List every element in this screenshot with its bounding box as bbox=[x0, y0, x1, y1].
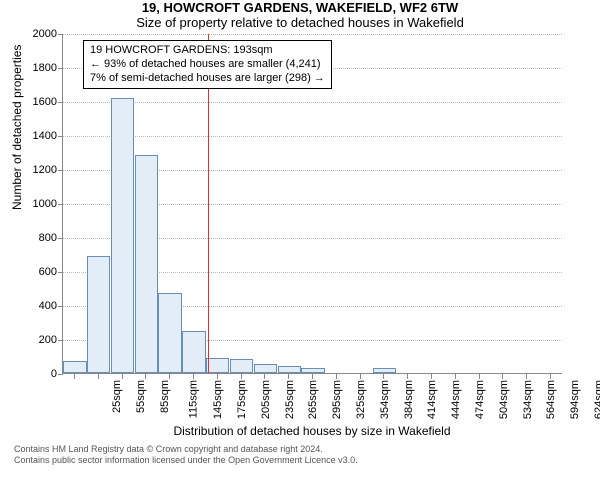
annotation-line-2: ← 93% of detached houses are smaller (4,… bbox=[90, 58, 325, 72]
annotation-line-1: 19 HOWCROFT GARDENS: 193sqm bbox=[90, 44, 325, 58]
x-tick-mark bbox=[288, 374, 289, 379]
histogram-bar bbox=[87, 256, 110, 373]
histogram-bar bbox=[111, 98, 134, 373]
x-tick-mark bbox=[502, 374, 503, 379]
histogram-bar bbox=[63, 361, 86, 373]
x-tick-mark bbox=[122, 374, 123, 379]
histogram-bar bbox=[230, 359, 253, 373]
histogram-bar bbox=[373, 368, 396, 373]
footer: Contains HM Land Registry data © Crown c… bbox=[14, 444, 600, 466]
footer-line-1: Contains HM Land Registry data © Crown c… bbox=[14, 444, 600, 455]
x-tick-label: 85sqm bbox=[159, 380, 171, 413]
y-tick-label: 1600 bbox=[17, 96, 57, 108]
y-tick-mark bbox=[58, 306, 63, 307]
histogram-bar bbox=[254, 364, 277, 373]
x-tick-label: 384sqm bbox=[403, 380, 415, 419]
y-tick-label: 800 bbox=[17, 232, 57, 244]
histogram-bar bbox=[301, 368, 324, 373]
y-tick-mark bbox=[58, 136, 63, 137]
chart-container: 19, HOWCROFT GARDENS, WAKEFIELD, WF2 6TW… bbox=[0, 0, 600, 500]
x-tick-mark bbox=[98, 374, 99, 379]
y-tick-mark bbox=[58, 238, 63, 239]
x-tick-label: 235sqm bbox=[284, 380, 296, 419]
x-tick-label: 175sqm bbox=[236, 380, 248, 419]
x-tick-label: 55sqm bbox=[135, 380, 147, 413]
x-tick-label: 594sqm bbox=[569, 380, 581, 419]
y-tick-label: 0 bbox=[17, 368, 57, 380]
y-tick-label: 200 bbox=[17, 334, 57, 346]
annotation-box: 19 HOWCROFT GARDENS: 193sqm ← 93% of det… bbox=[83, 40, 332, 89]
histogram-bar bbox=[158, 293, 181, 373]
y-tick-label: 1200 bbox=[17, 164, 57, 176]
x-tick-label: 205sqm bbox=[260, 380, 272, 419]
y-tick-mark bbox=[58, 102, 63, 103]
y-tick-mark bbox=[58, 68, 63, 69]
x-tick-label: 534sqm bbox=[522, 380, 534, 419]
y-tick-mark bbox=[58, 374, 63, 375]
x-tick-mark bbox=[407, 374, 408, 379]
y-tick-mark bbox=[58, 272, 63, 273]
y-tick-mark bbox=[58, 34, 63, 35]
x-tick-label: 414sqm bbox=[427, 380, 439, 419]
y-tick-label: 400 bbox=[17, 300, 57, 312]
x-tick-mark bbox=[169, 374, 170, 379]
x-tick-mark bbox=[526, 374, 527, 379]
x-tick-label: 25sqm bbox=[111, 380, 123, 413]
chart-title: 19, HOWCROFT GARDENS, WAKEFIELD, WF2 6TW bbox=[0, 0, 600, 15]
x-tick-label: 624sqm bbox=[593, 380, 600, 419]
y-tick-label: 2000 bbox=[17, 28, 57, 40]
x-tick-label: 295sqm bbox=[331, 380, 343, 419]
gridline bbox=[63, 102, 562, 103]
gridline bbox=[63, 34, 562, 35]
y-tick-mark bbox=[58, 170, 63, 171]
histogram-bar bbox=[278, 366, 301, 373]
annotation-line-3: 7% of semi-detached houses are larger (2… bbox=[90, 72, 325, 86]
y-tick-mark bbox=[58, 340, 63, 341]
y-tick-label: 600 bbox=[17, 266, 57, 278]
x-tick-mark bbox=[455, 374, 456, 379]
chart-area: 0200400600800100012001400160018002000 19… bbox=[62, 34, 600, 374]
histogram-bar bbox=[182, 331, 205, 374]
x-tick-label: 354sqm bbox=[379, 380, 391, 419]
x-tick-label: 265sqm bbox=[308, 380, 320, 419]
x-tick-mark bbox=[383, 374, 384, 379]
x-tick-mark bbox=[360, 374, 361, 379]
x-tick-mark bbox=[241, 374, 242, 379]
footer-line-2: Contains public sector information licen… bbox=[14, 455, 600, 466]
x-tick-label: 325sqm bbox=[355, 380, 367, 419]
x-tick-mark bbox=[264, 374, 265, 379]
plot-area: 0200400600800100012001400160018002000 19… bbox=[62, 34, 562, 374]
histogram-bar bbox=[206, 358, 229, 373]
x-tick-mark bbox=[74, 374, 75, 379]
x-tick-mark bbox=[550, 374, 551, 379]
x-tick-mark bbox=[145, 374, 146, 379]
x-tick-mark bbox=[479, 374, 480, 379]
y-tick-label: 1400 bbox=[17, 130, 57, 142]
y-tick-label: 1000 bbox=[17, 198, 57, 210]
x-tick-label: 474sqm bbox=[474, 380, 486, 419]
x-tick-label: 145sqm bbox=[212, 380, 224, 419]
x-tick-label: 564sqm bbox=[546, 380, 558, 419]
x-tick-mark bbox=[217, 374, 218, 379]
x-tick-mark bbox=[336, 374, 337, 379]
x-tick-label: 504sqm bbox=[498, 380, 510, 419]
chart-subtitle: Size of property relative to detached ho… bbox=[0, 15, 600, 30]
x-tick-mark bbox=[193, 374, 194, 379]
gridline bbox=[63, 136, 562, 137]
x-tick-label: 115sqm bbox=[188, 380, 200, 418]
x-tick-mark bbox=[431, 374, 432, 379]
histogram-bar bbox=[135, 155, 158, 373]
y-tick-mark bbox=[58, 204, 63, 205]
x-axis-title: Distribution of detached houses by size … bbox=[62, 424, 562, 438]
y-tick-label: 1800 bbox=[17, 62, 57, 74]
x-tick-mark bbox=[312, 374, 313, 379]
x-tick-label: 444sqm bbox=[450, 380, 462, 419]
